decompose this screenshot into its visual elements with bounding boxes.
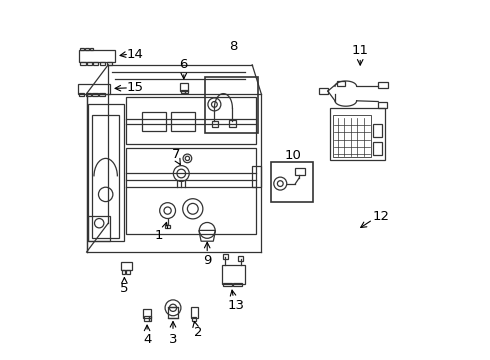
Bar [80, 48, 84, 50]
Bar [330, 108, 386, 160]
Bar [238, 256, 243, 261]
Bar [94, 62, 98, 65]
Bar [126, 148, 256, 234]
Bar [191, 307, 198, 318]
Bar [185, 90, 188, 93]
Bar [107, 62, 112, 65]
Bar [90, 48, 94, 50]
Text: 15: 15 [127, 81, 144, 94]
Bar [221, 265, 245, 284]
Bar [121, 262, 132, 270]
Bar [181, 90, 185, 93]
Bar [126, 97, 256, 144]
Bar [378, 82, 388, 88]
Bar [171, 112, 195, 131]
Bar [169, 307, 178, 318]
Bar [223, 283, 232, 286]
Bar [165, 225, 170, 228]
Bar [205, 77, 258, 133]
Text: 8: 8 [229, 40, 238, 53]
Text: 1: 1 [154, 229, 163, 242]
Text: 2: 2 [194, 327, 202, 339]
Bar [233, 283, 243, 286]
Bar [92, 115, 119, 238]
Text: 13: 13 [227, 299, 245, 312]
Text: 11: 11 [352, 44, 368, 57]
Bar [86, 93, 91, 96]
Bar [143, 112, 166, 131]
Bar [222, 254, 228, 259]
Bar [212, 121, 218, 127]
Text: 3: 3 [169, 333, 177, 346]
Bar [229, 120, 236, 127]
Bar [100, 62, 105, 65]
Bar [144, 316, 148, 321]
Text: 10: 10 [284, 149, 301, 162]
Bar [122, 270, 125, 274]
Bar [85, 48, 89, 50]
Bar [88, 216, 110, 241]
Bar [126, 270, 130, 274]
Text: 5: 5 [120, 282, 129, 295]
Bar [144, 309, 151, 318]
Bar [88, 104, 124, 241]
Bar [149, 316, 151, 321]
Text: 7: 7 [172, 148, 181, 161]
Bar [99, 93, 104, 96]
Bar [373, 124, 382, 137]
Text: 9: 9 [203, 255, 211, 267]
Bar [77, 84, 110, 94]
Bar [333, 115, 371, 157]
Bar [79, 50, 116, 62]
Bar [92, 93, 98, 96]
Bar [271, 162, 314, 202]
Bar [80, 62, 86, 65]
Bar [373, 142, 382, 155]
Bar [295, 168, 305, 175]
Text: 14: 14 [127, 48, 144, 60]
Bar [319, 88, 328, 94]
Bar [192, 317, 196, 321]
Text: 4: 4 [143, 333, 151, 346]
Bar [378, 102, 387, 108]
Bar [180, 83, 188, 91]
Text: 6: 6 [180, 58, 188, 71]
Bar [87, 62, 92, 65]
Text: 12: 12 [372, 210, 390, 222]
Bar [252, 166, 261, 187]
Bar [337, 81, 345, 86]
Bar [79, 93, 84, 96]
